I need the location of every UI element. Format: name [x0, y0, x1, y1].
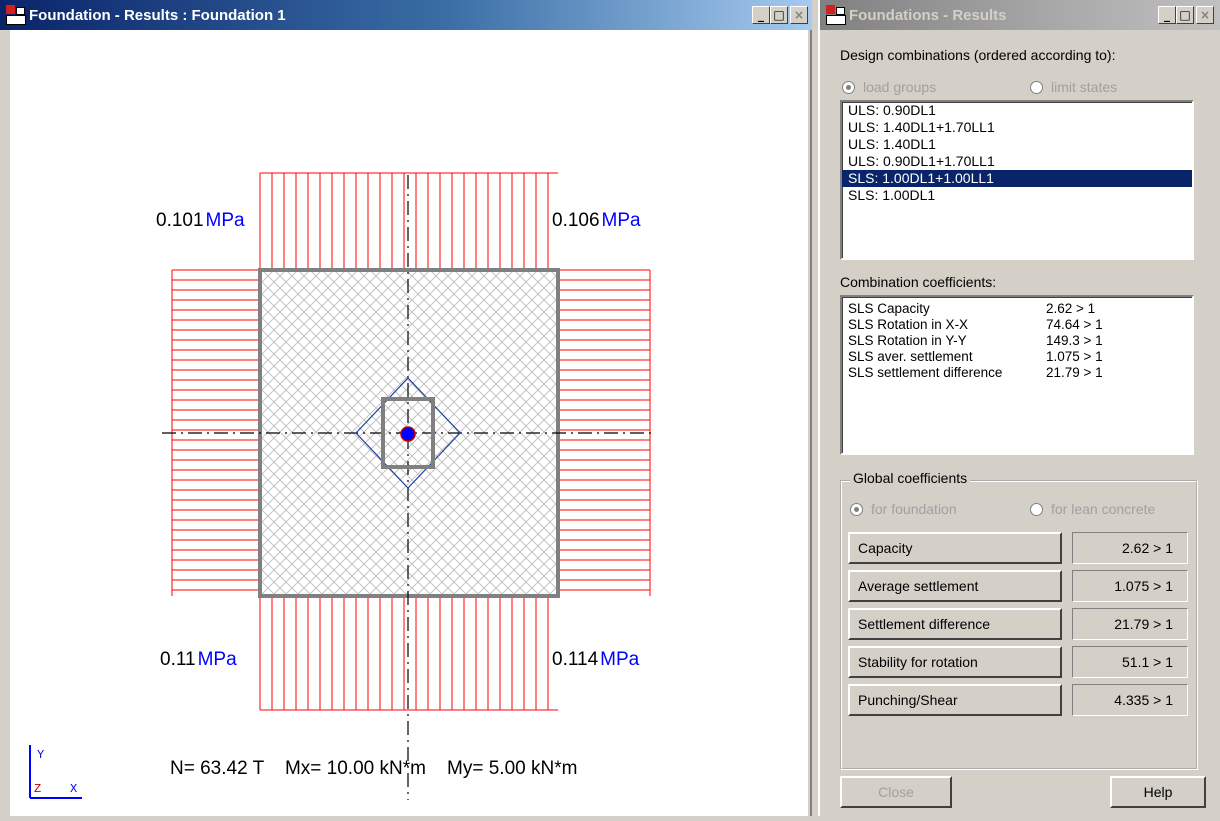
radio-label: limit states	[1051, 79, 1118, 95]
global-coefficient-button[interactable]: Settlement difference	[848, 608, 1062, 640]
order-label: Design combinations (ordered according t…	[840, 47, 1116, 63]
coefficient-name: SLS Rotation in Y-Y	[848, 333, 967, 348]
coefficient-name: SLS settlement difference	[848, 365, 1003, 380]
combination-item[interactable]: ULS: 1.40DL1+1.70LL1	[848, 119, 995, 135]
punching-perimeter	[355, 377, 461, 489]
column-outline	[381, 397, 435, 469]
design-combinations-list[interactable]: ULS: 0.90DL1 ULS: 1.40DL1+1.70LL1 ULS: 1.4…	[840, 100, 1194, 260]
app-icon	[6, 5, 26, 25]
maximize-button[interactable]: □	[770, 6, 788, 24]
coefficient-value: 21.79 > 1	[1046, 365, 1103, 380]
global-coefficients-group	[840, 480, 1198, 770]
foundation-drawing-canvas[interactable]: 0.101 MPa 0.106 MPa 0.11 MPa 0.114 MPa N= 63…	[10, 30, 808, 816]
svg-text:X: X	[70, 782, 77, 796]
pressure-label-bottom-right: 0.114 MPa	[552, 649, 640, 670]
combination-item[interactable]: ULS: 0.90DL1+1.70LL1	[848, 153, 995, 169]
coefficient-row[interactable]: SLS Capacity 2.62 > 1	[842, 301, 1192, 317]
left-window-title: Foundation - Results : Foundation 1	[29, 6, 286, 24]
load-centroid-marker	[400, 426, 416, 442]
radio-load-groups[interactable]: load groups	[842, 79, 936, 95]
combination-coefficients-list[interactable]: SLS Capacity 2.62 > 1 SLS Rotation in X-X 7…	[840, 295, 1194, 455]
right-titlebar[interactable]: Foundations - Results _ □ ×	[820, 0, 1220, 30]
global-coefficient-value: 21.79 > 1	[1072, 608, 1188, 640]
coefficient-row[interactable]: SLS aver. settlement 1.075 > 1	[842, 349, 1192, 365]
coefficient-name: SLS Capacity	[848, 301, 930, 316]
help-button[interactable]: Help	[1110, 776, 1206, 808]
close-button[interactable]: ×	[790, 6, 808, 24]
coefficient-name: SLS Rotation in X-X	[848, 317, 969, 332]
combination-items: ULS: 0.90DL1 ULS: 1.40DL1+1.70LL1 ULS: 1.4…	[842, 102, 1192, 204]
coefficient-row[interactable]: SLS settlement difference 21.79 > 1	[842, 365, 1192, 381]
global-coefficient-button[interactable]: Stability for rotation	[848, 646, 1062, 678]
close-dialog-button[interactable]: Close	[840, 776, 952, 808]
global-coefficient-button[interactable]: Punching/Shear	[848, 684, 1062, 716]
close-button[interactable]: ×	[1196, 6, 1214, 24]
global-coefficient-value: 2.62 > 1	[1072, 532, 1188, 564]
minimize-button[interactable]: _	[752, 6, 770, 24]
coefficient-items: SLS Capacity 2.62 > 1 SLS Rotation in X-X 7…	[842, 297, 1192, 381]
radio-indicator	[842, 80, 855, 94]
results-dialog: Foundations - Results _ □ × Design combi…	[818, 0, 1220, 816]
forces-summary: N= 63.42 T Mx= 10.00 kN*m My= 5.00 kN*m	[170, 758, 577, 779]
right-window-title: Foundations - Results	[849, 6, 1007, 24]
coefficients-label: Combination coefficients:	[840, 274, 997, 290]
coefficient-row[interactable]: SLS Rotation in Y-Y 149.3 > 1	[842, 333, 1192, 349]
global-coefficient-value: 51.1 > 1	[1072, 646, 1188, 678]
minimize-button[interactable]: _	[1158, 6, 1176, 24]
left-titlebar[interactable]: Foundation - Results : Foundation 1 _ □ …	[0, 0, 812, 30]
coefficient-value: 2.62 > 1	[1046, 301, 1096, 316]
maximize-button[interactable]: □	[1176, 6, 1194, 24]
radio-label: for foundation	[871, 501, 957, 517]
coefficient-value: 149.3 > 1	[1046, 333, 1103, 348]
combination-item[interactable]: ULS: 1.40DL1	[848, 136, 936, 152]
pressure-label-bottom-left: 0.11 MPa	[160, 649, 237, 670]
global-coefficient-button[interactable]: Capacity	[848, 532, 1062, 564]
foundation-diagram: 0.101 MPa 0.106 MPa 0.11 MPa 0.114 MPa N= 63…	[29, 172, 656, 800]
left-window-controls: _ □ ×	[752, 6, 808, 24]
pressure-label-top-right: 0.106 MPa	[552, 210, 641, 231]
coordinate-axes-icon: Y Z X	[29, 745, 82, 799]
global-coefficient-value: 4.335 > 1	[1072, 684, 1188, 716]
app-icon	[826, 5, 846, 25]
coefficient-name: SLS aver. settlement	[848, 349, 973, 364]
results-drawing-window: Foundation - Results : Foundation 1 _ □ …	[0, 0, 812, 816]
combination-item[interactable]: ULS: 0.90DL1	[848, 102, 936, 118]
svg-text:Z: Z	[34, 782, 41, 796]
pressure-label-top-left: 0.101 MPa	[156, 210, 245, 231]
radio-label: load groups	[863, 79, 937, 95]
radio-indicator	[1030, 80, 1043, 94]
combination-item[interactable]: SLS: 1.00DL1	[848, 187, 936, 203]
radio-for-foundation[interactable]: for foundation	[850, 501, 957, 517]
radio-indicator	[1030, 502, 1043, 516]
coefficient-row[interactable]: SLS Rotation in X-X 74.64 > 1	[842, 317, 1192, 333]
coefficient-value: 74.64 > 1	[1046, 317, 1103, 332]
global-coefficients-label: Global coefficients	[850, 470, 971, 486]
right-window-controls: _ □ ×	[1158, 6, 1214, 24]
global-coefficient-button[interactable]: Average settlement	[848, 570, 1062, 602]
coefficient-value: 1.075 > 1	[1046, 349, 1103, 364]
radio-for-lean-concrete[interactable]: for lean concrete	[1030, 501, 1155, 517]
radio-limit-states[interactable]: limit states	[1030, 79, 1117, 95]
global-coefficient-value: 1.075 > 1	[1072, 570, 1188, 602]
radio-indicator	[850, 502, 863, 516]
combination-item[interactable]: SLS: 1.00DL1+1.00LL1	[842, 170, 1192, 187]
radio-label: for lean concrete	[1051, 501, 1156, 517]
svg-text:Y: Y	[37, 748, 44, 762]
